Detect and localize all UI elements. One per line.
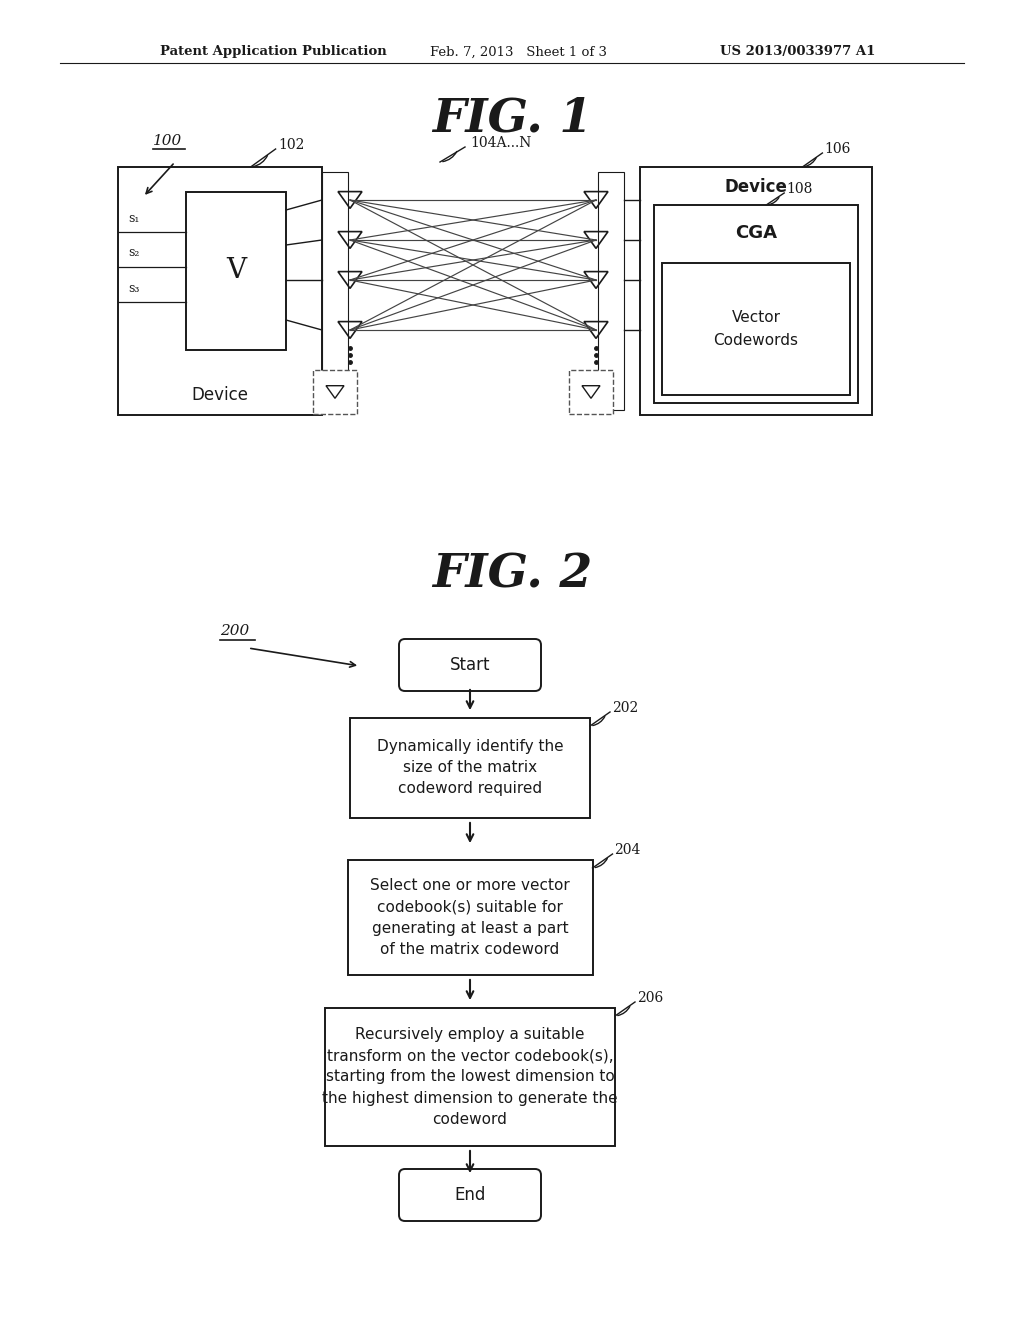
Text: 202: 202 — [612, 701, 638, 715]
Bar — [569, 370, 613, 414]
Text: 106: 106 — [824, 143, 851, 156]
Text: V: V — [226, 257, 246, 285]
Text: Feb. 7, 2013   Sheet 1 of 3: Feb. 7, 2013 Sheet 1 of 3 — [430, 45, 607, 58]
Text: 100: 100 — [153, 135, 182, 148]
Text: FIG. 1: FIG. 1 — [432, 95, 592, 141]
Text: Device: Device — [191, 385, 249, 404]
Text: 108: 108 — [786, 182, 813, 195]
Text: s₁: s₁ — [128, 211, 139, 224]
Bar — [325, 1008, 615, 1146]
Text: 204: 204 — [614, 843, 641, 857]
Text: 206: 206 — [637, 991, 664, 1005]
Bar — [598, 172, 624, 411]
Bar — [186, 191, 286, 350]
Text: s₂: s₂ — [128, 247, 139, 260]
Text: 200: 200 — [220, 624, 249, 638]
Bar — [347, 861, 593, 975]
Text: Device: Device — [725, 178, 787, 195]
Text: Start: Start — [450, 656, 490, 675]
Text: End: End — [455, 1185, 485, 1204]
Text: US 2013/0033977 A1: US 2013/0033977 A1 — [720, 45, 876, 58]
Bar — [662, 263, 850, 395]
Bar — [350, 718, 590, 818]
Bar — [313, 370, 357, 414]
FancyBboxPatch shape — [399, 1170, 541, 1221]
Text: Dynamically identify the
size of the matrix
codeword required: Dynamically identify the size of the mat… — [377, 739, 563, 796]
Text: FIG. 2: FIG. 2 — [432, 552, 592, 598]
FancyBboxPatch shape — [399, 639, 541, 690]
Bar — [118, 168, 322, 414]
Text: Select one or more vector
codebook(s) suitable for
generating at least a part
of: Select one or more vector codebook(s) su… — [370, 879, 570, 957]
Text: Patent Application Publication: Patent Application Publication — [160, 45, 387, 58]
Bar — [322, 172, 348, 411]
Text: Vector
Codewords: Vector Codewords — [714, 310, 799, 347]
Bar — [654, 205, 858, 403]
Text: 102: 102 — [279, 139, 305, 152]
Bar — [640, 168, 872, 414]
Text: CGA: CGA — [735, 224, 777, 242]
Text: 104A...N: 104A...N — [470, 136, 531, 150]
Text: Recursively employ a suitable
transform on the vector codebook(s),
starting from: Recursively employ a suitable transform … — [323, 1027, 617, 1126]
Text: s₃: s₃ — [128, 281, 139, 294]
